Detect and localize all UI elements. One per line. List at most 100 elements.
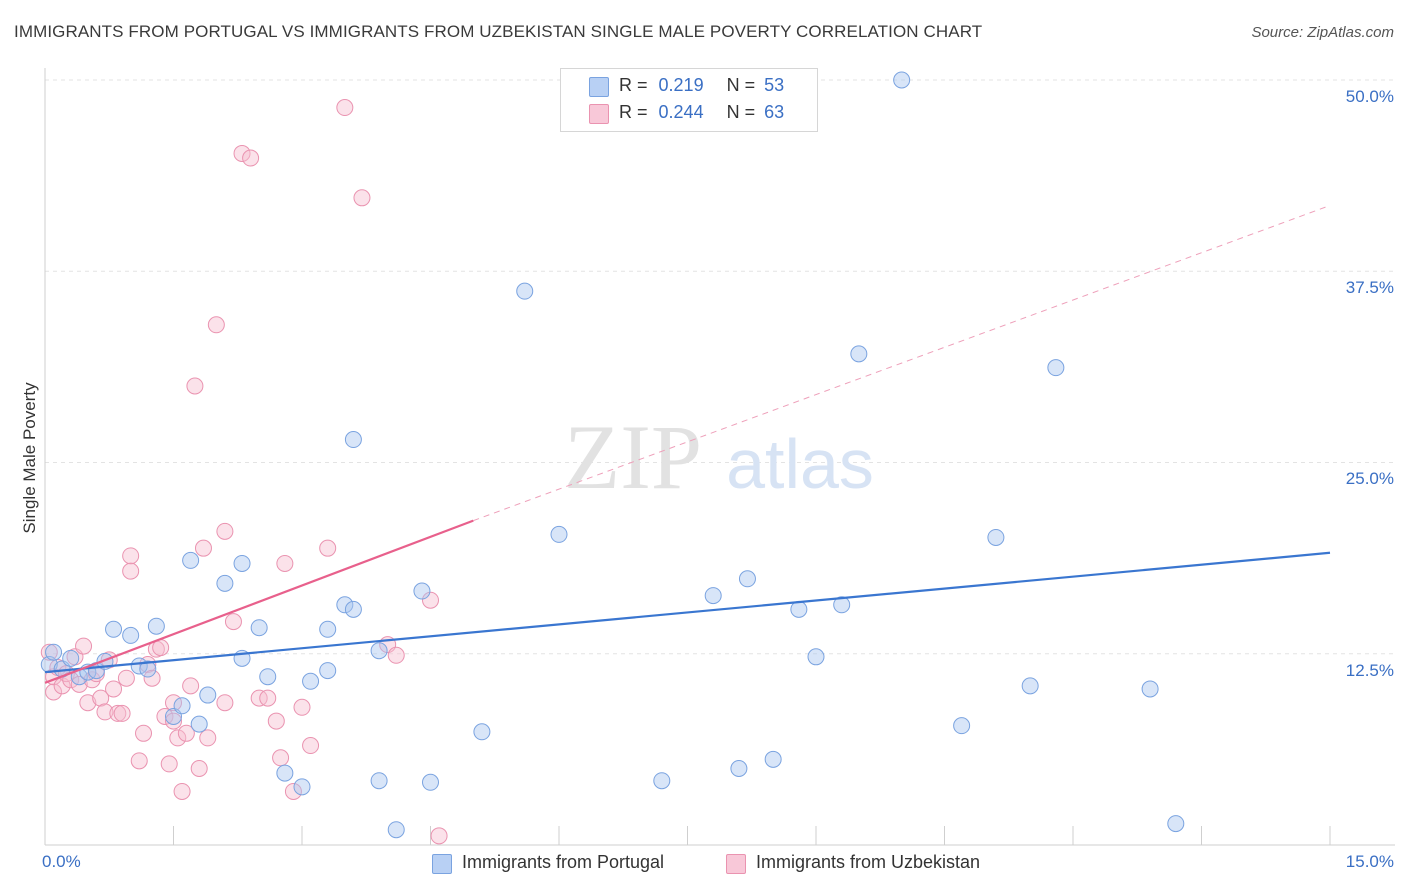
- data-point: [987, 528, 1005, 546]
- data-point: [194, 539, 212, 557]
- data-point: [186, 377, 204, 395]
- data-point: [233, 144, 251, 162]
- data-point: [105, 680, 123, 698]
- data-point: [370, 772, 388, 790]
- data-point: [1021, 677, 1039, 695]
- stats-box: R = 0.219 N = 53 R = 0.244 N = 63: [560, 68, 818, 132]
- data-point: [177, 724, 195, 742]
- data-point: [113, 704, 131, 722]
- data-point: [169, 729, 187, 747]
- data-point: [130, 752, 148, 770]
- data-point: [182, 551, 200, 569]
- data-point: [242, 149, 260, 167]
- data-point: [156, 707, 174, 725]
- data-point: [430, 827, 448, 845]
- data-point: [653, 772, 671, 790]
- data-point: [370, 642, 388, 660]
- data-point: [122, 626, 140, 644]
- data-point: [953, 717, 971, 735]
- legend-uzbekistan-swatch: [726, 854, 746, 874]
- data-point: [109, 704, 127, 722]
- data-point: [893, 71, 911, 89]
- data-point: [833, 596, 851, 614]
- data-point: [344, 431, 362, 449]
- data-point: [387, 821, 405, 839]
- data-point: [45, 643, 63, 661]
- data-point: [850, 345, 868, 363]
- data-point: [190, 760, 208, 777]
- uzbekistan-swatch: [589, 104, 609, 124]
- legend-portugal-swatch: [432, 854, 452, 874]
- data-point: [216, 694, 234, 712]
- data-point: [173, 782, 191, 800]
- data-point: [160, 755, 178, 773]
- data-point: [267, 712, 285, 730]
- data-point: [96, 703, 114, 721]
- legend-portugal-label: Immigrants from Portugal: [462, 852, 665, 872]
- data-point: [764, 750, 782, 768]
- data-point: [143, 669, 161, 687]
- data-point: [79, 694, 97, 712]
- data-point: [422, 773, 439, 791]
- data-point: [190, 715, 208, 733]
- data-point: [207, 316, 225, 334]
- data-point: [173, 697, 191, 715]
- data-point: [62, 649, 80, 667]
- data-point: [344, 600, 362, 618]
- n-label: N =: [726, 75, 756, 95]
- data-point: [83, 671, 101, 689]
- data-point: [75, 637, 93, 655]
- uzbekistan-stats: R = 0.244 N = 63: [619, 102, 784, 126]
- portugal-trend-line: [44, 551, 1331, 674]
- data-point: [293, 698, 311, 716]
- portugal-stats: R = 0.219 N = 53: [619, 75, 784, 99]
- y-tick-label: 25.0%: [1345, 469, 1394, 488]
- r-value: 0.244: [658, 102, 704, 122]
- data-point: [259, 668, 277, 686]
- legend-uzbekistan-label: Immigrants from Uzbekistan: [756, 852, 981, 872]
- data-point: [139, 655, 157, 673]
- x-tick-label: 0.0%: [42, 852, 81, 871]
- data-point: [516, 282, 534, 300]
- n-label: N =: [726, 102, 756, 122]
- data-point: [1167, 815, 1185, 833]
- data-point: [319, 539, 337, 557]
- data-point: [139, 660, 157, 678]
- data-point: [147, 617, 165, 635]
- watermark-zip: ZIP: [564, 406, 702, 508]
- data-point: [122, 547, 140, 565]
- data-point: [250, 619, 268, 637]
- data-point: [790, 600, 808, 618]
- data-point: [293, 778, 311, 796]
- source-label: Source: ZipAtlas.com: [1251, 24, 1394, 41]
- data-point: [550, 525, 568, 543]
- data-point: [216, 522, 234, 540]
- data-point: [117, 669, 135, 687]
- y-axis-label: Single Male Poverty: [20, 382, 39, 534]
- r-label: R =: [619, 102, 648, 122]
- y-tick-label: 50.0%: [1345, 87, 1394, 106]
- data-point: [272, 749, 290, 767]
- data-point: [738, 570, 756, 588]
- data-point: [122, 562, 140, 580]
- data-point: [216, 574, 234, 592]
- data-point: [730, 760, 748, 777]
- data-point: [165, 712, 182, 730]
- data-point: [302, 737, 320, 755]
- data-point: [182, 677, 200, 695]
- data-point: [1141, 680, 1159, 698]
- data-point: [199, 686, 217, 704]
- data-point: [276, 554, 294, 572]
- data-point: [284, 782, 302, 800]
- watermark: ZIP atlas: [564, 406, 874, 508]
- data-point: [387, 646, 405, 664]
- data-point: [422, 591, 439, 609]
- data-point: [276, 764, 294, 782]
- chart-title: IMMIGRANTS FROM PORTUGAL VS IMMIGRANTS F…: [14, 22, 983, 41]
- y-tick-label: 37.5%: [1345, 278, 1394, 297]
- n-value: 53: [764, 75, 785, 95]
- data-point: [319, 662, 337, 680]
- data-point: [233, 554, 251, 572]
- watermark-atlas: atlas: [726, 425, 874, 503]
